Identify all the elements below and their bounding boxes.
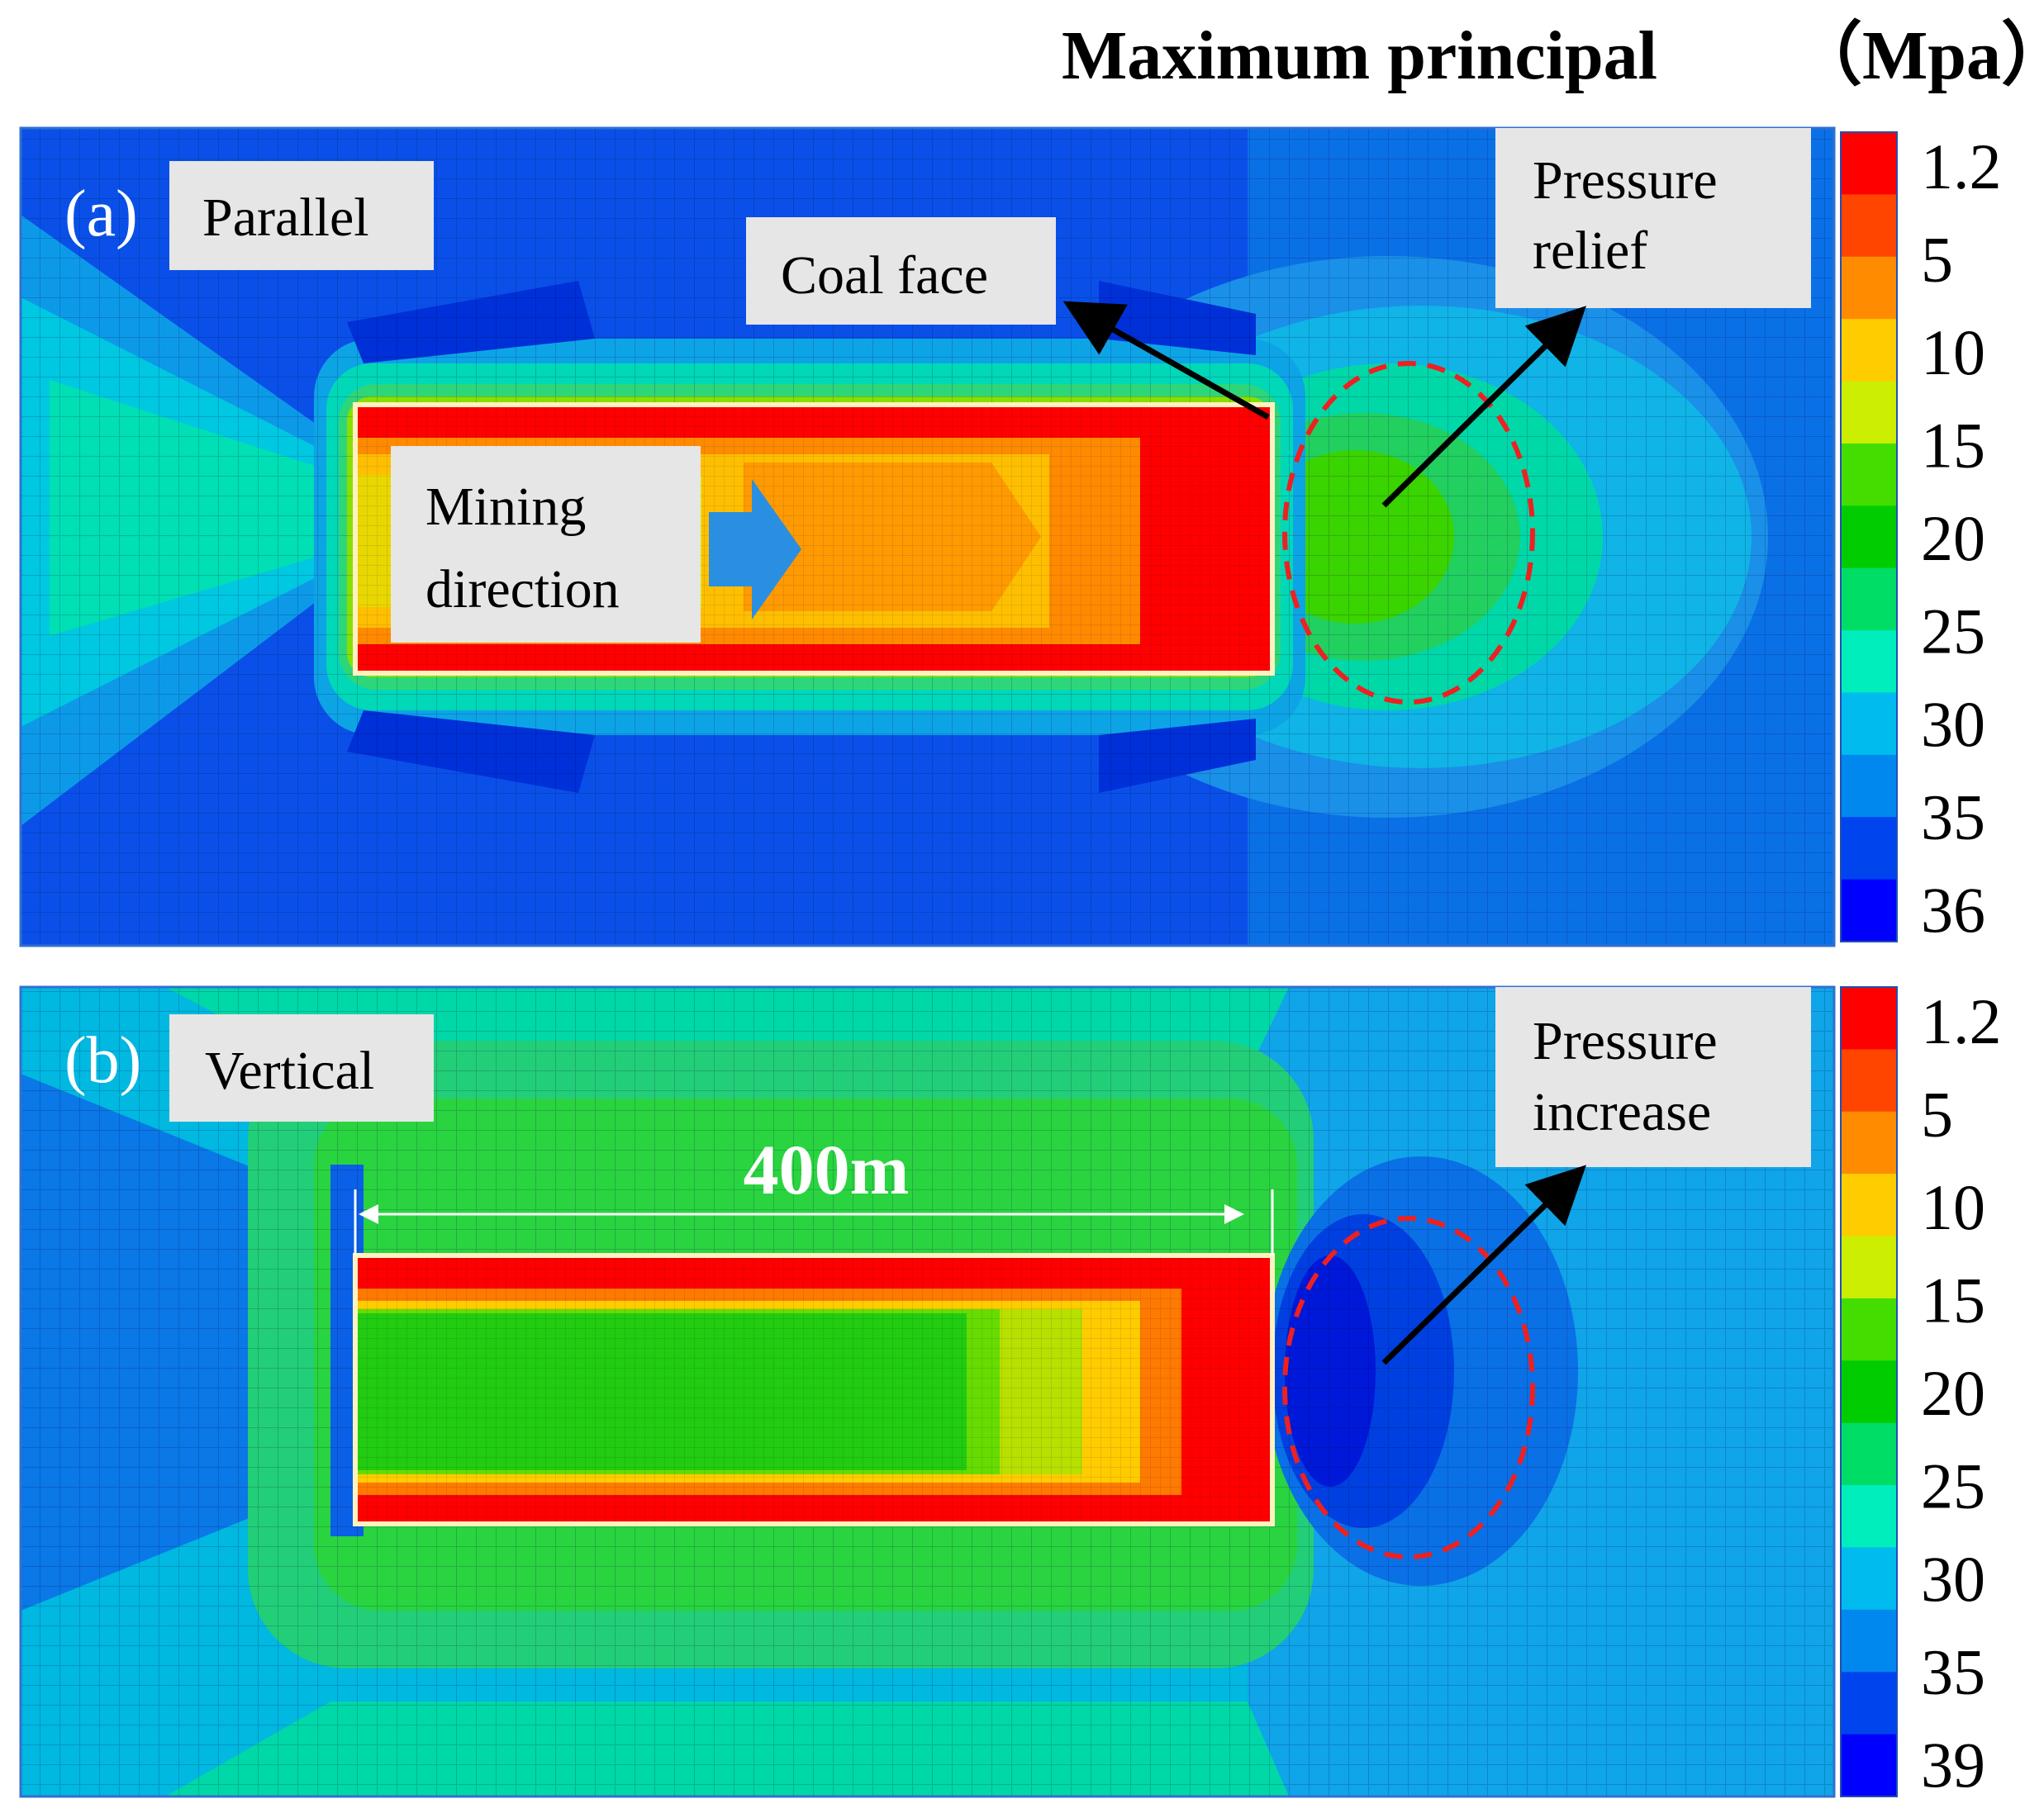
goaf-b — [353, 1253, 1275, 1526]
legend-band — [1841, 1236, 1897, 1299]
mining-direction-line1: Mining — [425, 477, 586, 537]
legend-band — [1841, 381, 1897, 444]
legend-tick-label: 35 — [1921, 781, 1985, 853]
panel-b-zone-box — [1495, 987, 1811, 1167]
legend-band — [1841, 1174, 1897, 1237]
legend-band — [1841, 1111, 1897, 1175]
legend-band — [1841, 1485, 1897, 1548]
legend-band — [1841, 319, 1897, 382]
legend-tick-label: 10 — [1921, 316, 1985, 388]
panel-a-zone-line1: Pressure — [1533, 150, 1718, 211]
legend-band — [1841, 567, 1897, 631]
panel-a-zone-ellipse — [1282, 361, 1535, 705]
legend-tick-label: 36 — [1921, 874, 1985, 946]
legend-band — [1841, 1360, 1897, 1424]
dimension-label: 400m — [744, 1130, 910, 1209]
legend-tick-label: 15 — [1921, 1265, 1985, 1336]
legend-frame — [1840, 131, 1898, 942]
panel-b-zone-ellipse — [1282, 1216, 1535, 1559]
legend-b: 1.2 5 10 15 20 25 30 35 39 — [1840, 985, 2002, 1801]
coal-face-box — [746, 217, 1056, 325]
legend-band — [1841, 256, 1897, 320]
legend-tick-label: 25 — [1921, 596, 1985, 667]
panel-a-tag: (a) — [64, 178, 138, 250]
coal-face-label: Coal face — [781, 245, 988, 306]
legend-band — [1841, 194, 1897, 258]
legend-tick-label: 30 — [1921, 688, 1985, 760]
legend-tick-label: 10 — [1921, 1171, 1985, 1243]
mining-direction-box — [391, 446, 701, 643]
mining-direction-line2: direction — [425, 559, 620, 619]
legend-band — [1841, 630, 1897, 693]
panel-a-mode-box — [169, 161, 434, 270]
legend-band — [1841, 1609, 1897, 1673]
legend-tick-label: 1.2 — [1921, 131, 2002, 202]
figure-unit: （Mpa） — [1793, 17, 2044, 94]
mining-direction-arrow-icon — [709, 479, 801, 619]
panel-b-zone-line1: Pressure — [1533, 1011, 1718, 1071]
legend-band — [1841, 132, 1897, 195]
legend-band — [1841, 1422, 1897, 1486]
legend-tick-label: 15 — [1921, 410, 1985, 482]
legend-band — [1841, 692, 1897, 756]
legend-tick-label: 35 — [1921, 1636, 1985, 1708]
panel-b-mode: Vertical — [205, 1041, 374, 1101]
coal-face-arrow — [1062, 301, 1270, 420]
panel-b-frame — [19, 985, 1836, 1798]
legend-tick-label: 30 — [1921, 1543, 1985, 1615]
panel-a-frame — [19, 126, 1836, 947]
legend-band — [1841, 1547, 1897, 1611]
legend-band — [1841, 1298, 1897, 1361]
legend-tick-label: 5 — [1921, 1079, 1953, 1151]
panel-a-zone-line2: relief — [1533, 221, 1647, 281]
legend-frame — [1840, 986, 1898, 1797]
legend-band — [1841, 879, 1897, 942]
panel-a-zone-arrow — [1381, 306, 1586, 508]
panel-b-tag: (b) — [64, 1024, 141, 1097]
legend-band — [1841, 1049, 1897, 1113]
legend-tick-label: 5 — [1921, 224, 1953, 296]
figure-title: Maximum principal — [1062, 17, 1657, 94]
legend-tick-label: 39 — [1921, 1729, 1985, 1801]
panel-a-zone-box — [1495, 128, 1811, 308]
panel-b-zone-arrow — [1381, 1165, 1587, 1365]
panel-b-zone-line2: increase — [1533, 1082, 1711, 1142]
legend-band — [1841, 1672, 1897, 1735]
legend-band — [1841, 1734, 1897, 1797]
legend-a: 1.2 5 10 15 20 25 30 35 36 — [1840, 131, 2002, 946]
legend-tick-label: 1.2 — [1921, 985, 2002, 1057]
legend-band — [1841, 754, 1897, 818]
panel-a-mode: Parallel — [202, 187, 369, 248]
legend-band — [1841, 443, 1897, 506]
panel-b-mode-box — [169, 1014, 434, 1122]
legend-band — [1841, 505, 1897, 569]
legend-band — [1841, 987, 1897, 1050]
legend-tick-label: 25 — [1921, 1450, 1985, 1522]
legend-tick-label: 20 — [1921, 1357, 1985, 1429]
legend-tick-label: 20 — [1921, 502, 1985, 574]
legend-band — [1841, 817, 1897, 880]
